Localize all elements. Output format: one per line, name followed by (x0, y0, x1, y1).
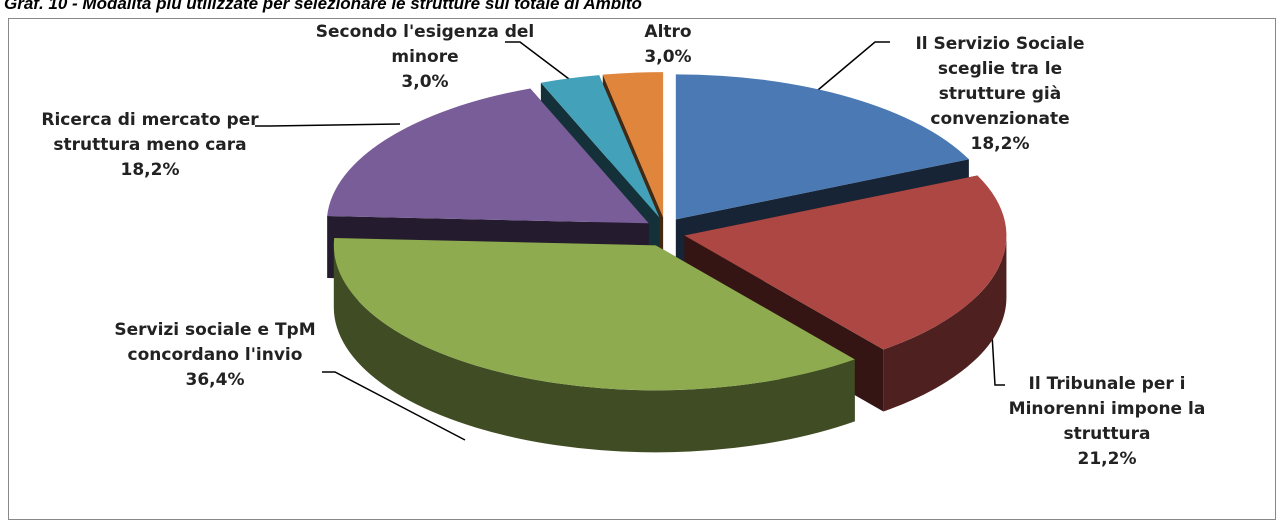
slice-label: Ricerca di mercato per struttura meno ca… (35, 108, 265, 183)
value-label: 21,2% (1077, 449, 1137, 469)
leader-line (322, 371, 466, 441)
slice (675, 74, 969, 220)
chart-frame (8, 18, 1276, 520)
value-label: 18,2% (120, 160, 180, 180)
leader-lines (255, 41, 1005, 441)
slice-label: Secondo l'esigenza del minore 3,0% (305, 20, 545, 95)
slice (684, 175, 1007, 350)
category-label: Servizi sociale e TpM concordano l'invio (114, 320, 316, 365)
value-label: 18,2% (970, 134, 1030, 154)
slice-label: Altro 3,0% (628, 20, 708, 70)
slice-label: Il Servizio Sociale sceglie tra le strut… (895, 32, 1105, 157)
slice (540, 75, 660, 218)
slice (327, 88, 649, 224)
leader-line (255, 123, 401, 127)
value-label: 3,0% (401, 72, 449, 92)
chart-title: Graf. 10 - Modalità più utilizzate per s… (4, 0, 642, 13)
value-label: 3,0% (644, 47, 692, 67)
category-label: Il Servizio Sociale sceglie tra le strut… (915, 34, 1085, 129)
category-label: Secondo l'esigenza del minore (315, 22, 535, 67)
category-label: Il Tribunale per i Minorenni impone la s… (1008, 374, 1206, 444)
slice (602, 72, 664, 218)
slice-label: Il Tribunale per i Minorenni impone la s… (992, 372, 1222, 472)
leader-line (505, 41, 574, 83)
slice-label: Servizi sociale e TpM concordano l'invio… (95, 318, 335, 393)
slice-side (883, 235, 1007, 412)
slice (333, 238, 855, 391)
category-label: Ricerca di mercato per struttura meno ca… (41, 110, 259, 155)
leader-line (811, 41, 890, 96)
category-label: Altro (644, 22, 692, 42)
slice-side (333, 245, 855, 453)
value-label: 36,4% (185, 370, 245, 390)
